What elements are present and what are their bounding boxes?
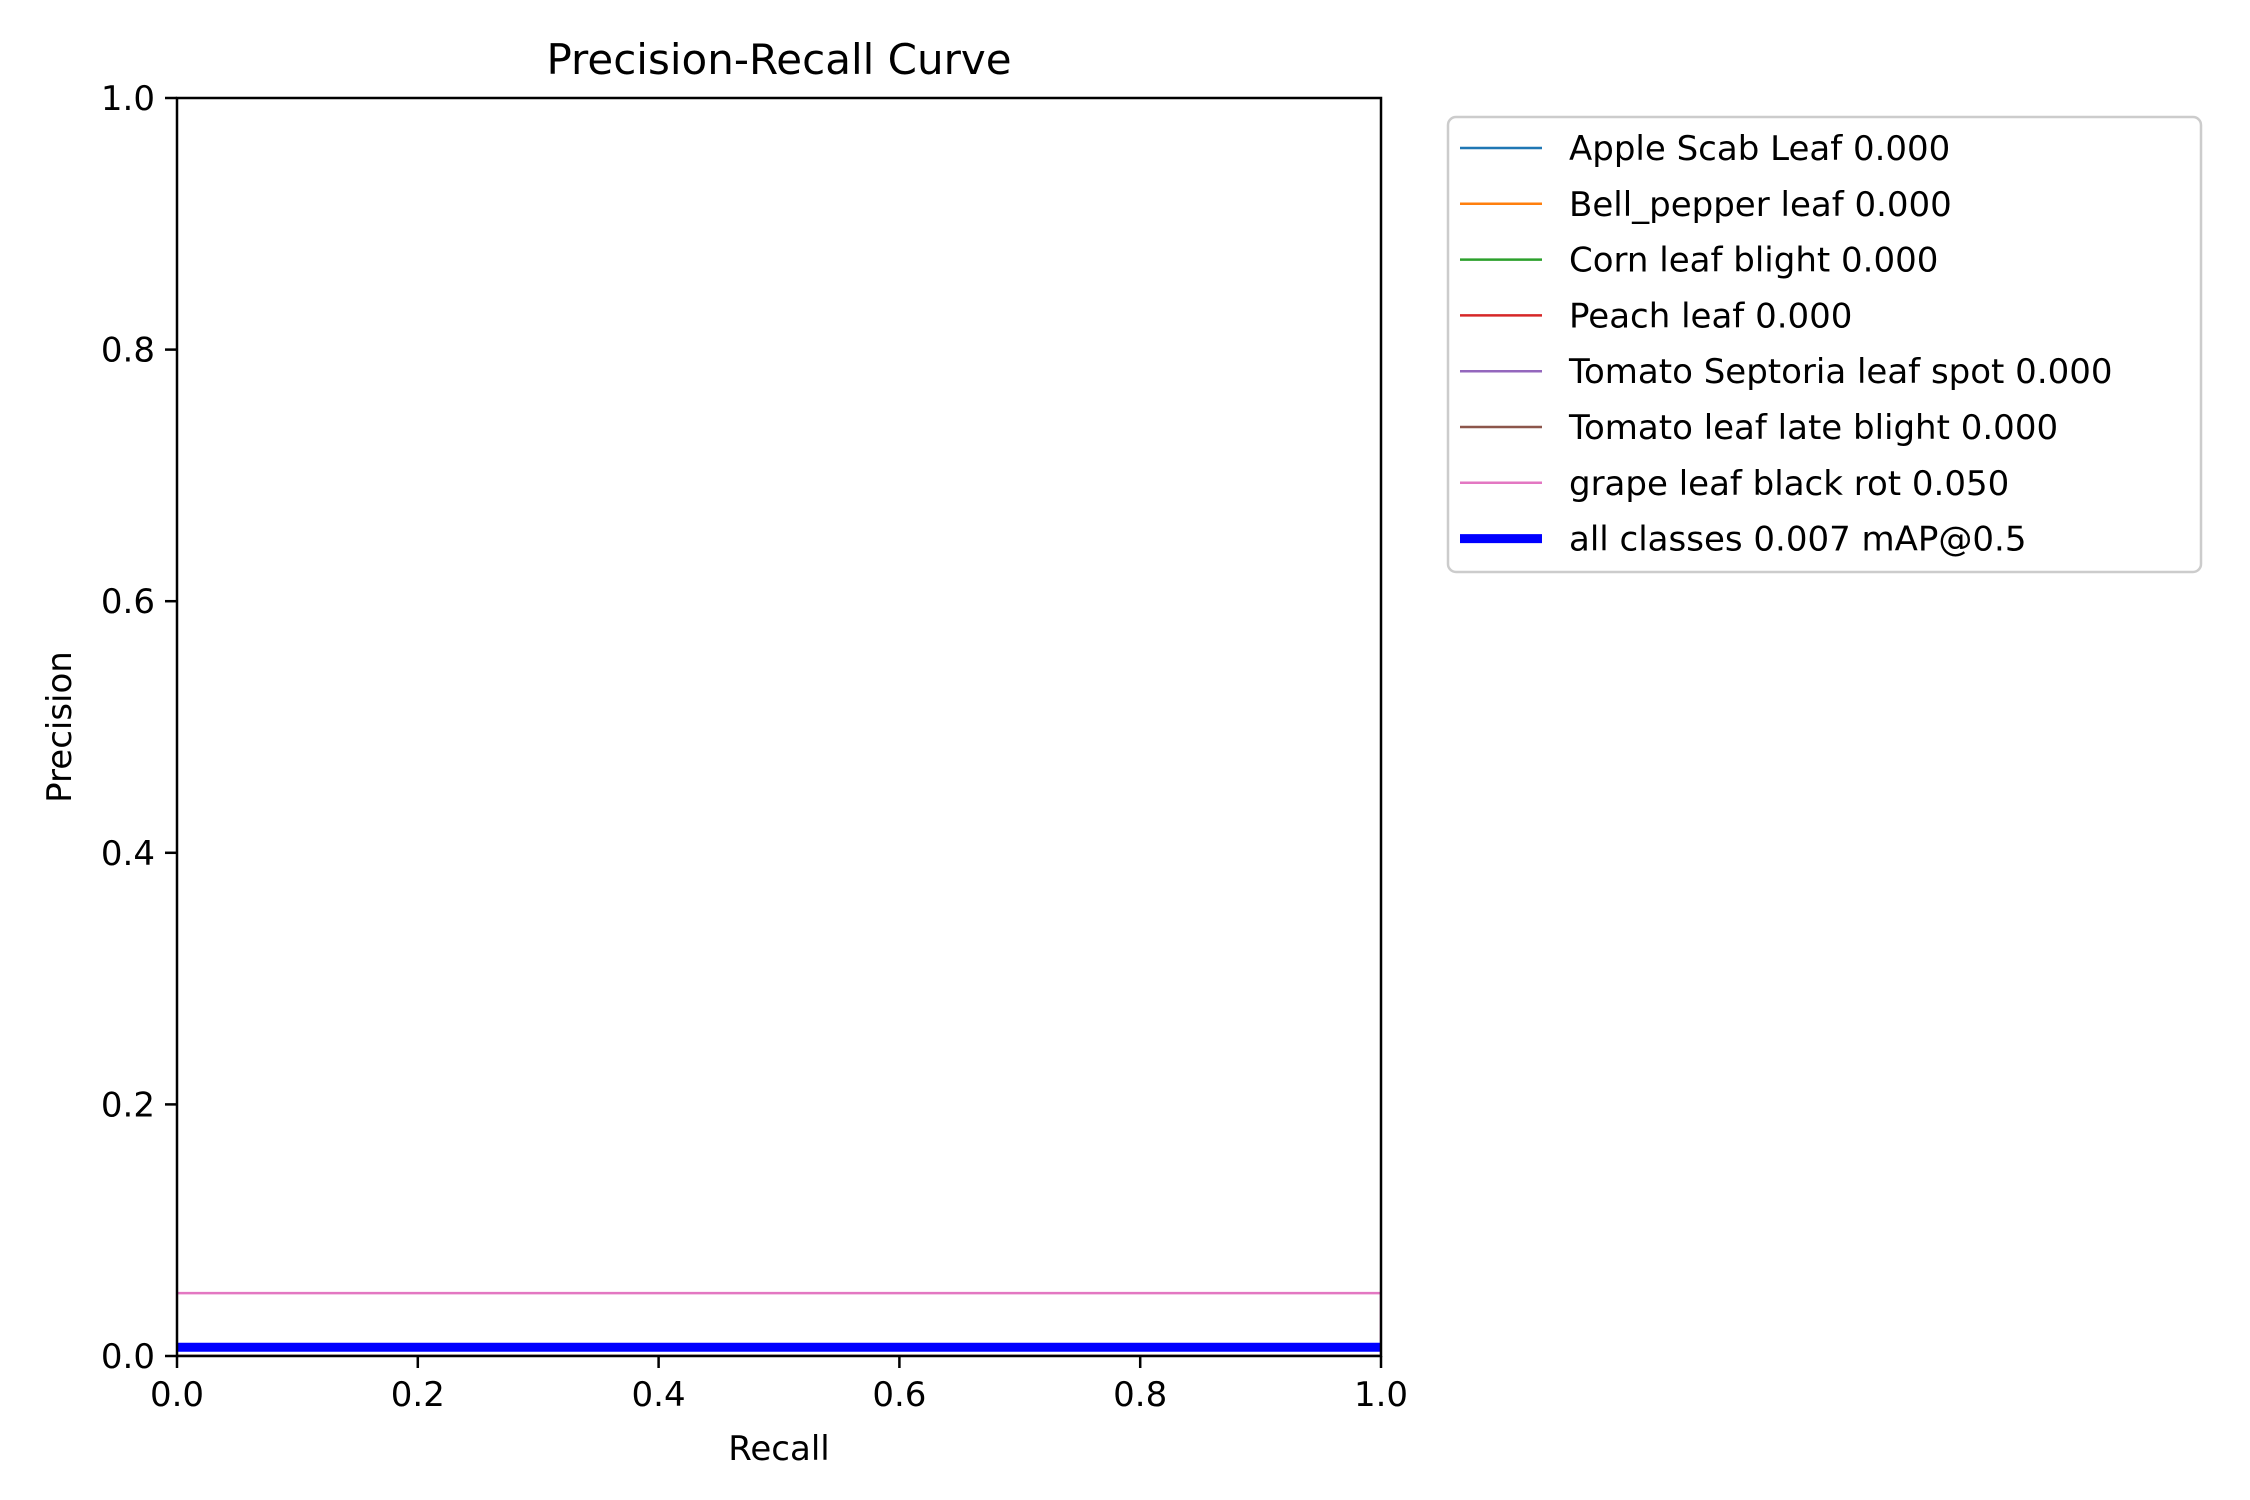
legend-entry-label: Apple Scab Leaf 0.000 — [1569, 129, 1950, 169]
legend-items: Apple Scab Leaf 0.000 Bell_pepper leaf 0.… — [1460, 129, 2113, 560]
y-tick-label: 0.4 — [101, 834, 155, 874]
x-axis-ticks: 0.0 0.2 0.4 0.6 0.8 1.0 — [150, 1356, 1408, 1415]
legend-entry-label: Bell_pepper leaf 0.000 — [1569, 185, 1952, 225]
plot-frame — [175, 96, 1383, 1358]
series-line-7 — [177, 1291, 1381, 1356]
y-tick-label: 0.0 — [101, 1337, 155, 1377]
x-tick-label: 0.0 — [150, 1375, 204, 1415]
series-layer — [177, 1291, 1381, 1356]
y-tick-label: 0.8 — [101, 331, 155, 371]
x-tick-label: 0.6 — [872, 1375, 926, 1415]
x-tick-label: 0.8 — [1113, 1375, 1167, 1415]
x-axis-label: Recall — [728, 1429, 829, 1469]
x-tick-label: 1.0 — [1354, 1375, 1408, 1415]
y-axis-label: Precision — [40, 651, 80, 803]
legend: Apple Scab Leaf 0.000 Bell_pepper leaf 0.… — [1446, 115, 2203, 574]
y-axis-ticks: 0.0 0.2 0.4 0.6 0.8 1.0 — [101, 79, 177, 1377]
legend-entry-label: all classes 0.007 mAP@0.5 — [1569, 520, 2026, 560]
chart-title: Precision-Recall Curve — [546, 35, 1011, 84]
y-tick-label: 0.6 — [101, 582, 155, 622]
x-tick-label: 0.2 — [391, 1375, 445, 1415]
y-tick-label: 1.0 — [101, 79, 155, 119]
y-tick-label: 0.2 — [101, 1085, 155, 1125]
legend-entry-label: Tomato leaf late blight 0.000 — [1568, 408, 2058, 448]
x-tick-label: 0.4 — [632, 1375, 686, 1415]
legend-entry-label: Corn leaf blight 0.000 — [1569, 241, 1938, 281]
legend-frame — [1446, 115, 2203, 574]
legend-entry-label: grape leaf black rot 0.050 — [1569, 464, 2009, 504]
legend-entry-label: Tomato Septoria leaf spot 0.000 — [1568, 352, 2113, 392]
legend-entry-label: Peach leaf 0.000 — [1569, 296, 1852, 336]
